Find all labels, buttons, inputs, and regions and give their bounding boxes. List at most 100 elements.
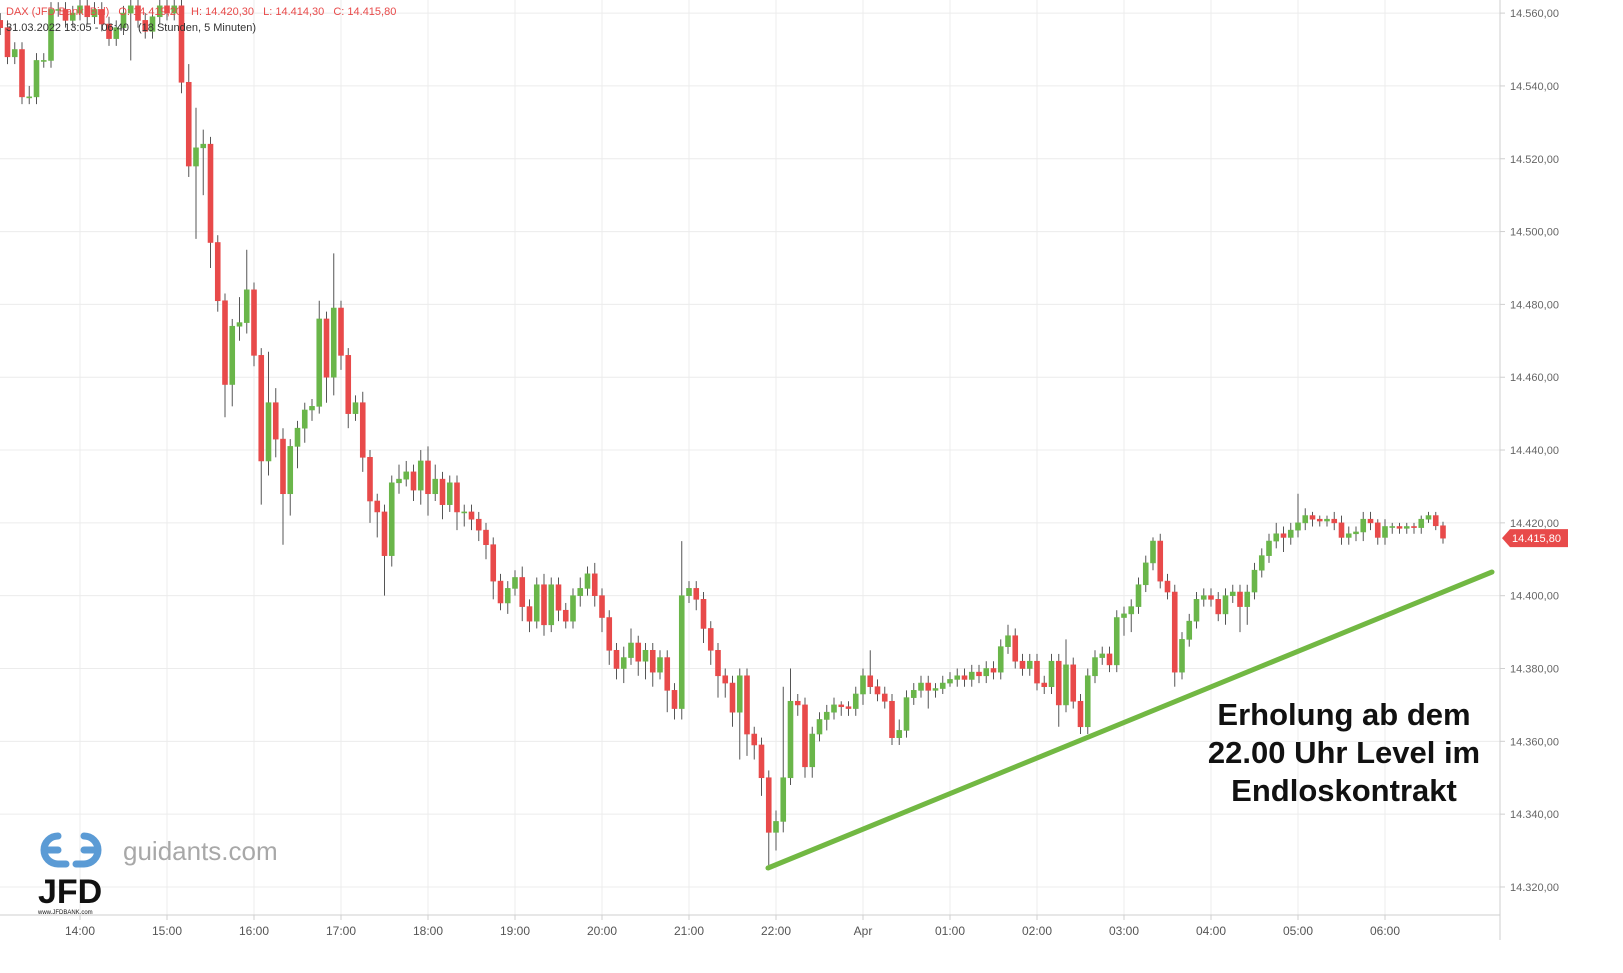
candle-body <box>664 657 671 691</box>
y-tick-label: 14.520,00 <box>1510 154 1559 166</box>
candle-body <box>1353 531 1359 535</box>
candle-body <box>744 675 750 735</box>
candle-body <box>794 700 801 706</box>
candle-body <box>396 478 402 484</box>
candle-body <box>686 588 692 596</box>
candle-body <box>990 668 997 673</box>
candle-body <box>780 777 787 822</box>
last-price-badge <box>1502 529 1568 548</box>
candle-body <box>1396 526 1403 529</box>
x-tick-label: 04:00 <box>1196 924 1226 938</box>
y-tick-label: 14.340,00 <box>1510 809 1559 821</box>
candle-body <box>533 584 540 622</box>
candle-body <box>968 671 975 680</box>
candle-body <box>200 143 207 149</box>
candle-body <box>1048 660 1055 688</box>
candle-body <box>678 595 685 709</box>
candle-body <box>294 427 301 447</box>
candle-body <box>127 5 134 14</box>
x-tick-label: 14:00 <box>65 924 95 938</box>
candle-body <box>1266 540 1272 556</box>
candle-body <box>1128 606 1135 615</box>
candle-body <box>736 675 743 713</box>
candle-body <box>1099 653 1106 658</box>
candle-body <box>693 588 700 600</box>
candle-body <box>149 16 156 32</box>
candle-body <box>251 289 257 356</box>
candle-body <box>62 9 69 21</box>
candle-body <box>207 143 214 243</box>
candle-body <box>374 500 381 513</box>
x-tick-label: Apr <box>854 924 873 938</box>
candle-body <box>483 529 489 546</box>
candle-body <box>577 588 584 596</box>
candle-body <box>903 697 910 731</box>
candle-body <box>976 671 982 677</box>
candle-body <box>1157 540 1164 582</box>
candle-body <box>939 682 946 689</box>
logo: JFD www.JFDBANK.com guidants.com <box>37 832 278 916</box>
candle-body <box>1302 515 1309 524</box>
candle-body <box>1309 515 1316 520</box>
candle-body <box>1005 635 1011 647</box>
candle-body <box>222 300 228 385</box>
candle-body <box>1193 599 1200 622</box>
candle-body <box>1258 555 1265 571</box>
candle-body <box>751 733 758 746</box>
candle-body <box>613 649 620 669</box>
y-tick-label: 14.420,00 <box>1510 518 1559 530</box>
candle-body <box>69 12 76 21</box>
candle-body <box>1200 595 1207 600</box>
candle-body <box>1244 591 1251 607</box>
candle-body <box>243 289 250 323</box>
y-tick-label: 14.380,00 <box>1510 663 1559 675</box>
candle-body <box>33 60 40 98</box>
candle-body <box>171 5 178 14</box>
candle-body <box>867 675 874 688</box>
y-tick-label: 14.460,00 <box>1510 372 1559 384</box>
candle-body <box>765 777 772 833</box>
candle-body <box>1338 522 1345 538</box>
candle-body <box>591 573 598 596</box>
candle-body <box>1070 664 1077 702</box>
candle-body <box>178 5 185 83</box>
logo-site: guidants.com <box>123 836 278 866</box>
candle-body <box>802 704 808 768</box>
range: 31.03.2022 13:05 - 06:40 <box>6 22 129 34</box>
x-tick-label: 06:00 <box>1370 924 1400 938</box>
candle-body <box>1331 518 1338 524</box>
candle-body <box>1092 657 1098 677</box>
candle-body <box>359 402 366 458</box>
candle-body <box>1295 522 1301 531</box>
candle-body <box>1287 529 1294 538</box>
candle-body <box>715 649 721 677</box>
candle-body <box>193 147 199 167</box>
header-range: 31.03.2022 13:05 - 06:40 (18 Stunden, 5 … <box>6 22 262 34</box>
y-tick-label: 14.560,00 <box>1510 8 1559 20</box>
candle-body <box>722 675 729 684</box>
symbol: DAX (JFD Bank, Bid) <box>6 6 110 18</box>
candle-body <box>1063 664 1069 706</box>
candle-body <box>164 5 170 14</box>
candle-body <box>1055 660 1062 706</box>
candle-body <box>1208 595 1214 600</box>
candle-body <box>1280 533 1287 538</box>
candle-body <box>852 693 859 709</box>
candle-body <box>461 511 468 514</box>
candle-body <box>1150 540 1156 564</box>
candle-body <box>26 96 33 99</box>
candle-body <box>1121 613 1127 618</box>
logo-url: www.JFDBANK.com <box>37 910 93 916</box>
candle-body <box>1135 584 1142 607</box>
candle-body <box>106 23 112 39</box>
candle-body <box>1425 515 1432 520</box>
candle-body <box>367 457 373 502</box>
candle-body <box>823 711 830 720</box>
x-tick-label: 02:00 <box>1022 924 1052 938</box>
annotation-line: Erholung ab dem <box>1217 697 1470 732</box>
candle-body <box>1019 660 1026 669</box>
candle-body <box>954 675 961 680</box>
candle-body <box>1142 562 1149 586</box>
candle-body <box>1026 660 1033 669</box>
